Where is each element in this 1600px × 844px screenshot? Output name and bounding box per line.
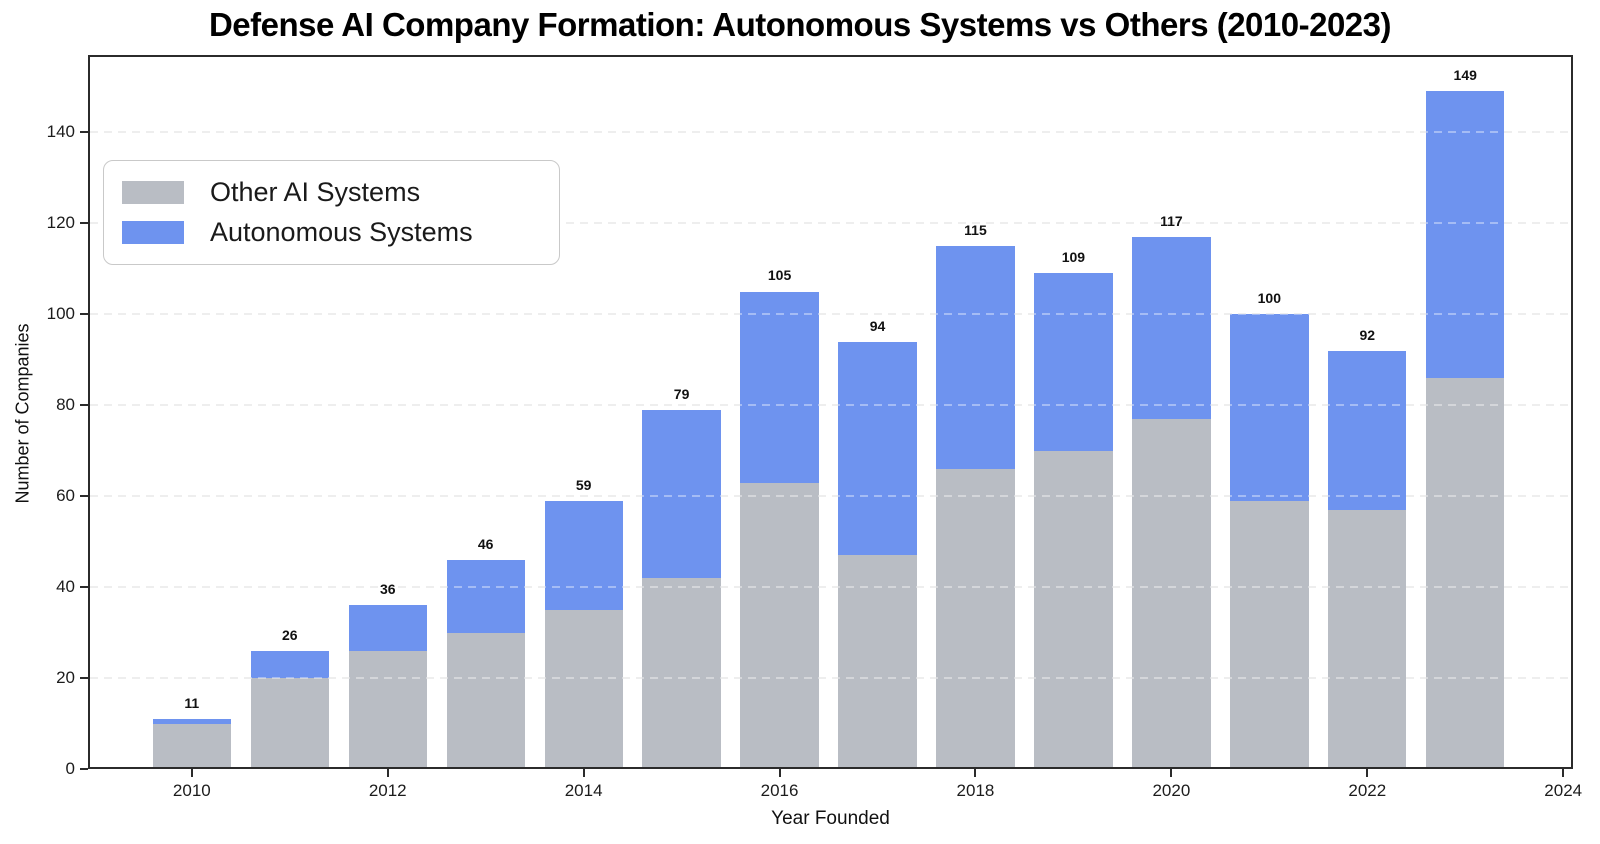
bar-segment-2010-autonomous [152, 719, 232, 724]
bar-segment-2013-autonomous [446, 559, 525, 633]
bar-total-label-2012: 36 [379, 581, 396, 598]
x-tick-2022 [1366, 769, 1369, 777]
bar-total-label-2011: 26 [281, 626, 298, 643]
legend-entry-other-ai: Other AI Systems [122, 179, 541, 206]
x-tick-2010 [190, 769, 193, 777]
x-tick-label-2016: 2016 [760, 781, 799, 800]
y-tick-label-20: 20 [56, 668, 75, 688]
bar-segment-2021-other-ai [1230, 500, 1309, 769]
y-tick-20 [80, 677, 88, 680]
gridline-over-20 [90, 677, 1571, 680]
x-tick-2018 [974, 769, 977, 777]
y-tick-label-40: 40 [56, 577, 75, 597]
bar-segment-2018-other-ai [936, 468, 1015, 769]
y-tick-label-100: 100 [46, 304, 75, 324]
legend: Other AI Systems Autonomous Systems [103, 160, 560, 265]
y-tick-label-0: 0 [65, 759, 75, 778]
y-tick-100 [80, 313, 88, 316]
bar-total-label-2010: 11 [184, 694, 200, 711]
legend-label-other-ai: Other AI Systems [210, 177, 421, 207]
bar-segment-2011-autonomous [250, 650, 329, 679]
x-tick-label-2014: 2014 [564, 781, 603, 800]
y-tick-40 [80, 586, 88, 589]
gridline-120 [90, 222, 1571, 225]
legend-label-autonomous: Autonomous Systems [210, 217, 473, 247]
y-tick-140 [80, 131, 88, 134]
bar-total-label-2022: 92 [1359, 326, 1376, 343]
x-tick-2024 [1562, 769, 1565, 777]
bar-segment-2017-other-ai [838, 555, 917, 769]
gridline-over-80 [90, 404, 1571, 407]
x-tick-label-2020: 2020 [1152, 781, 1191, 800]
gridline-80 [90, 404, 1571, 407]
x-tick-label-2024: 2024 [1544, 781, 1583, 800]
gridline-40 [90, 586, 1571, 589]
x-tick-label-2010: 2010 [172, 781, 211, 800]
bar-segment-2022-autonomous [1328, 350, 1407, 510]
bar-segment-2015-other-ai [642, 578, 721, 769]
bar-segment-2015-autonomous [642, 409, 721, 578]
y-tick-80 [80, 404, 88, 407]
x-axis-title: Year Founded [771, 808, 890, 829]
bar-segment-2021-autonomous [1230, 314, 1309, 501]
gridline-over-60 [90, 495, 1571, 498]
legend-entry-autonomous: Autonomous Systems [122, 219, 541, 246]
bar-segment-2016-autonomous [740, 291, 819, 483]
bar-segment-2011-other-ai [250, 678, 329, 769]
bar-segment-2013-other-ai [446, 632, 525, 769]
bar-total-label-2019: 109 [1061, 249, 1086, 266]
bar-segment-2014-other-ai [544, 609, 623, 769]
x-tick-label-2022: 2022 [1348, 781, 1387, 800]
bar-segment-2014-autonomous [544, 500, 623, 610]
gridline-100 [90, 313, 1571, 316]
y-tick-60 [80, 495, 88, 498]
bar-segment-2022-other-ai [1328, 509, 1407, 769]
y-tick-label-120: 120 [46, 213, 75, 233]
gridline-over-140 [90, 131, 1571, 134]
gridline-60 [90, 495, 1571, 498]
y-tick-0 [80, 768, 88, 770]
bar-segment-2020-autonomous [1132, 236, 1211, 419]
bar-segment-2010-other-ai [152, 723, 232, 769]
bar-segment-2023-autonomous [1426, 91, 1505, 378]
bar-total-label-2023: 149 [1453, 67, 1477, 84]
bar-segment-2019-autonomous [1034, 273, 1113, 451]
gridline-20 [90, 677, 1571, 680]
x-tick-2012 [386, 769, 389, 777]
x-tick-label-2018: 2018 [956, 781, 995, 800]
y-tick-label-60: 60 [56, 486, 75, 506]
bar-segment-2012-other-ai [348, 650, 427, 769]
y-tick-label-140: 140 [46, 122, 75, 142]
bar-segment-2017-autonomous [838, 341, 917, 556]
gridline-140 [90, 131, 1571, 134]
x-tick-label-2012: 2012 [368, 781, 407, 800]
bar-total-label-2021: 100 [1257, 290, 1281, 307]
bar-total-label-2018: 115 [964, 222, 987, 238]
legend-swatch-autonomous [122, 221, 184, 244]
y-axis-title: Number of Companies [12, 323, 33, 504]
bar-total-label-2020: 117 [1160, 212, 1183, 229]
bar-segment-2023-other-ai [1426, 377, 1505, 769]
gridline-over-100 [90, 313, 1571, 316]
x-tick-2014 [582, 769, 585, 777]
y-tick-label-80: 80 [56, 395, 75, 415]
x-tick-2016 [778, 769, 781, 777]
bar-total-label-2016: 105 [767, 267, 792, 284]
x-tick-2020 [1170, 769, 1173, 777]
chart-title: Defense AI Company Formation: Autonomous… [208, 6, 1392, 43]
bar-segment-2016-other-ai [740, 482, 819, 769]
bar-total-label-2013: 46 [477, 535, 494, 552]
bar-segment-2012-autonomous [348, 605, 427, 651]
bar-segment-2020-other-ai [1132, 418, 1211, 769]
bar-segment-2018-autonomous [936, 246, 1015, 469]
bar-total-label-2014: 59 [575, 476, 592, 493]
gridline-over-40 [90, 586, 1571, 589]
bar-total-label-2015: 79 [673, 385, 690, 402]
bar-total-label-2017: 94 [869, 317, 886, 334]
gridline-over-120 [90, 222, 1571, 225]
y-tick-120 [80, 222, 88, 225]
legend-swatch-other-ai [122, 181, 184, 204]
bar-segment-2019-other-ai [1034, 450, 1113, 769]
